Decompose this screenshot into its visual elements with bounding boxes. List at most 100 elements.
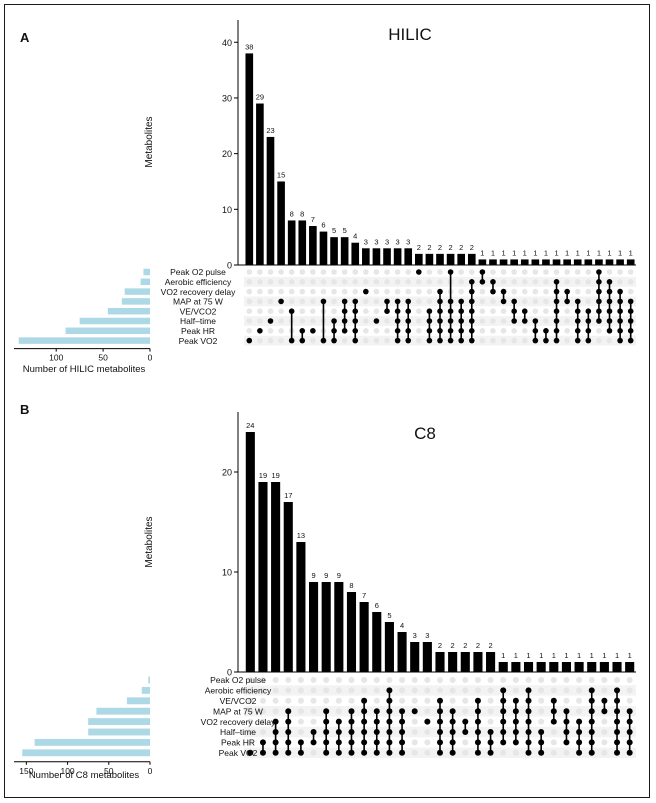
matrix-dot-empty	[411, 739, 418, 746]
matrix-dot-empty	[257, 279, 263, 285]
matrix-dot-empty	[310, 337, 316, 344]
matrix-dot-empty	[564, 318, 570, 324]
matrix-dot-empty	[373, 288, 380, 295]
matrix-dot-filled	[626, 718, 633, 725]
matrix-dot-filled	[310, 328, 316, 334]
matrix-dot-empty	[352, 279, 359, 285]
matrix-dot-empty	[458, 288, 464, 295]
matrix-dot-empty	[267, 328, 274, 334]
matrix-dot-empty	[323, 677, 330, 683]
matrix-dot-empty	[596, 328, 602, 334]
matrix-dot-filled	[550, 697, 557, 704]
matrix-dot-empty	[299, 269, 306, 275]
matrix-dot-filled	[626, 749, 633, 756]
matrix-dot-filled	[606, 288, 613, 295]
matrix-dot-empty	[479, 328, 486, 334]
matrix-dot-filled	[449, 749, 456, 756]
matrix-dot-filled	[487, 729, 494, 735]
matrix-dot-empty	[386, 677, 393, 683]
intersection-bar	[595, 259, 603, 265]
intersection-bar	[457, 253, 466, 265]
intersection-bar	[542, 259, 550, 265]
matrix-dot-empty	[299, 288, 306, 295]
matrix-dot-filled	[474, 729, 481, 735]
intersection-bar	[283, 502, 293, 672]
matrix-dot-filled	[525, 739, 532, 746]
matrix-dot-empty	[363, 279, 369, 285]
matrix-dot-empty	[563, 749, 570, 756]
matrix-dot-empty	[538, 687, 545, 694]
matrix-dot-empty	[363, 328, 369, 334]
bar-value-label: 1	[628, 651, 632, 660]
matrix-dot-empty	[320, 269, 327, 275]
matrix-dot-empty	[500, 318, 507, 324]
matrix-dot-filled	[352, 318, 359, 324]
matrix-dot-empty	[521, 279, 528, 285]
matrix-dot-empty	[596, 337, 602, 344]
matrix-dot-filled	[512, 718, 519, 725]
matrix-dot-empty	[384, 318, 390, 324]
matrix-dot-empty	[373, 298, 380, 305]
matrix-dot-filled	[474, 749, 481, 756]
matrix-dot-empty	[257, 298, 263, 305]
set-name-label: Peak VO2	[219, 748, 258, 758]
matrix-dot-filled	[588, 708, 595, 715]
intersection-bar	[422, 642, 432, 672]
bar-value-label: 1	[552, 651, 556, 660]
matrix-dot-filled	[437, 318, 443, 324]
matrix-dot-empty	[500, 337, 507, 344]
matrix-dot-filled	[323, 749, 330, 756]
matrix-dot-filled	[320, 298, 327, 305]
set-size-tick-label: 150	[19, 766, 33, 776]
matrix-dot-filled	[405, 318, 412, 324]
matrix-dot-empty	[267, 279, 274, 285]
matrix-dot-empty	[585, 288, 592, 295]
matrix-dot-filled	[617, 328, 623, 334]
matrix-dot-empty	[373, 279, 380, 285]
y-axis-label: Metabolites	[144, 516, 155, 567]
set-size-bar	[79, 317, 150, 325]
matrix-dot-filled	[474, 739, 481, 746]
bar-value-label: 1	[501, 248, 505, 257]
matrix-dot-empty	[405, 269, 412, 275]
matrix-dot-filled	[285, 749, 292, 756]
set-size-bar	[148, 676, 150, 684]
y-tick-label: 0	[227, 668, 232, 678]
matrix-dot-empty	[341, 337, 348, 344]
intersection-bar	[258, 482, 268, 672]
matrix-dot-empty	[348, 677, 355, 683]
matrix-dot-filled	[614, 739, 621, 746]
matrix-dot-empty	[563, 687, 570, 694]
matrix-dot-empty	[490, 269, 496, 275]
matrix-dot-empty	[310, 308, 316, 315]
set-size-bar	[34, 738, 150, 746]
matrix-dot-empty	[257, 318, 263, 324]
matrix-dot-empty	[335, 697, 342, 704]
matrix-dot-empty	[416, 337, 422, 344]
matrix-dot-empty	[384, 279, 390, 285]
matrix-dot-filled	[386, 729, 393, 735]
matrix-dot-filled	[352, 298, 359, 305]
matrix-dot-empty	[449, 687, 456, 694]
matrix-dot-empty	[247, 677, 254, 683]
set-name-label: Half–time	[180, 316, 216, 326]
intersection-bar	[359, 602, 369, 672]
intersection-bar	[321, 582, 331, 672]
matrix-dot-empty	[331, 288, 337, 295]
matrix-dot-filled	[386, 708, 393, 715]
bar-value-label: 1	[544, 248, 548, 257]
matrix-dot-empty	[363, 269, 369, 275]
matrix-dot-empty	[267, 308, 274, 315]
matrix-dot-filled	[525, 749, 532, 756]
matrix-dot-empty	[574, 279, 581, 285]
bar-value-label: 6	[321, 221, 325, 230]
matrix-dot-filled	[447, 269, 454, 275]
intersection-bar	[574, 662, 584, 672]
matrix-dot-filled	[352, 328, 359, 334]
matrix-dot-filled	[449, 729, 456, 735]
matrix-dot-filled	[512, 739, 519, 746]
matrix-dot-filled	[614, 708, 621, 715]
matrix-dot-empty	[331, 269, 337, 275]
matrix-dot-filled	[525, 729, 532, 735]
matrix-dot-empty	[617, 269, 623, 275]
